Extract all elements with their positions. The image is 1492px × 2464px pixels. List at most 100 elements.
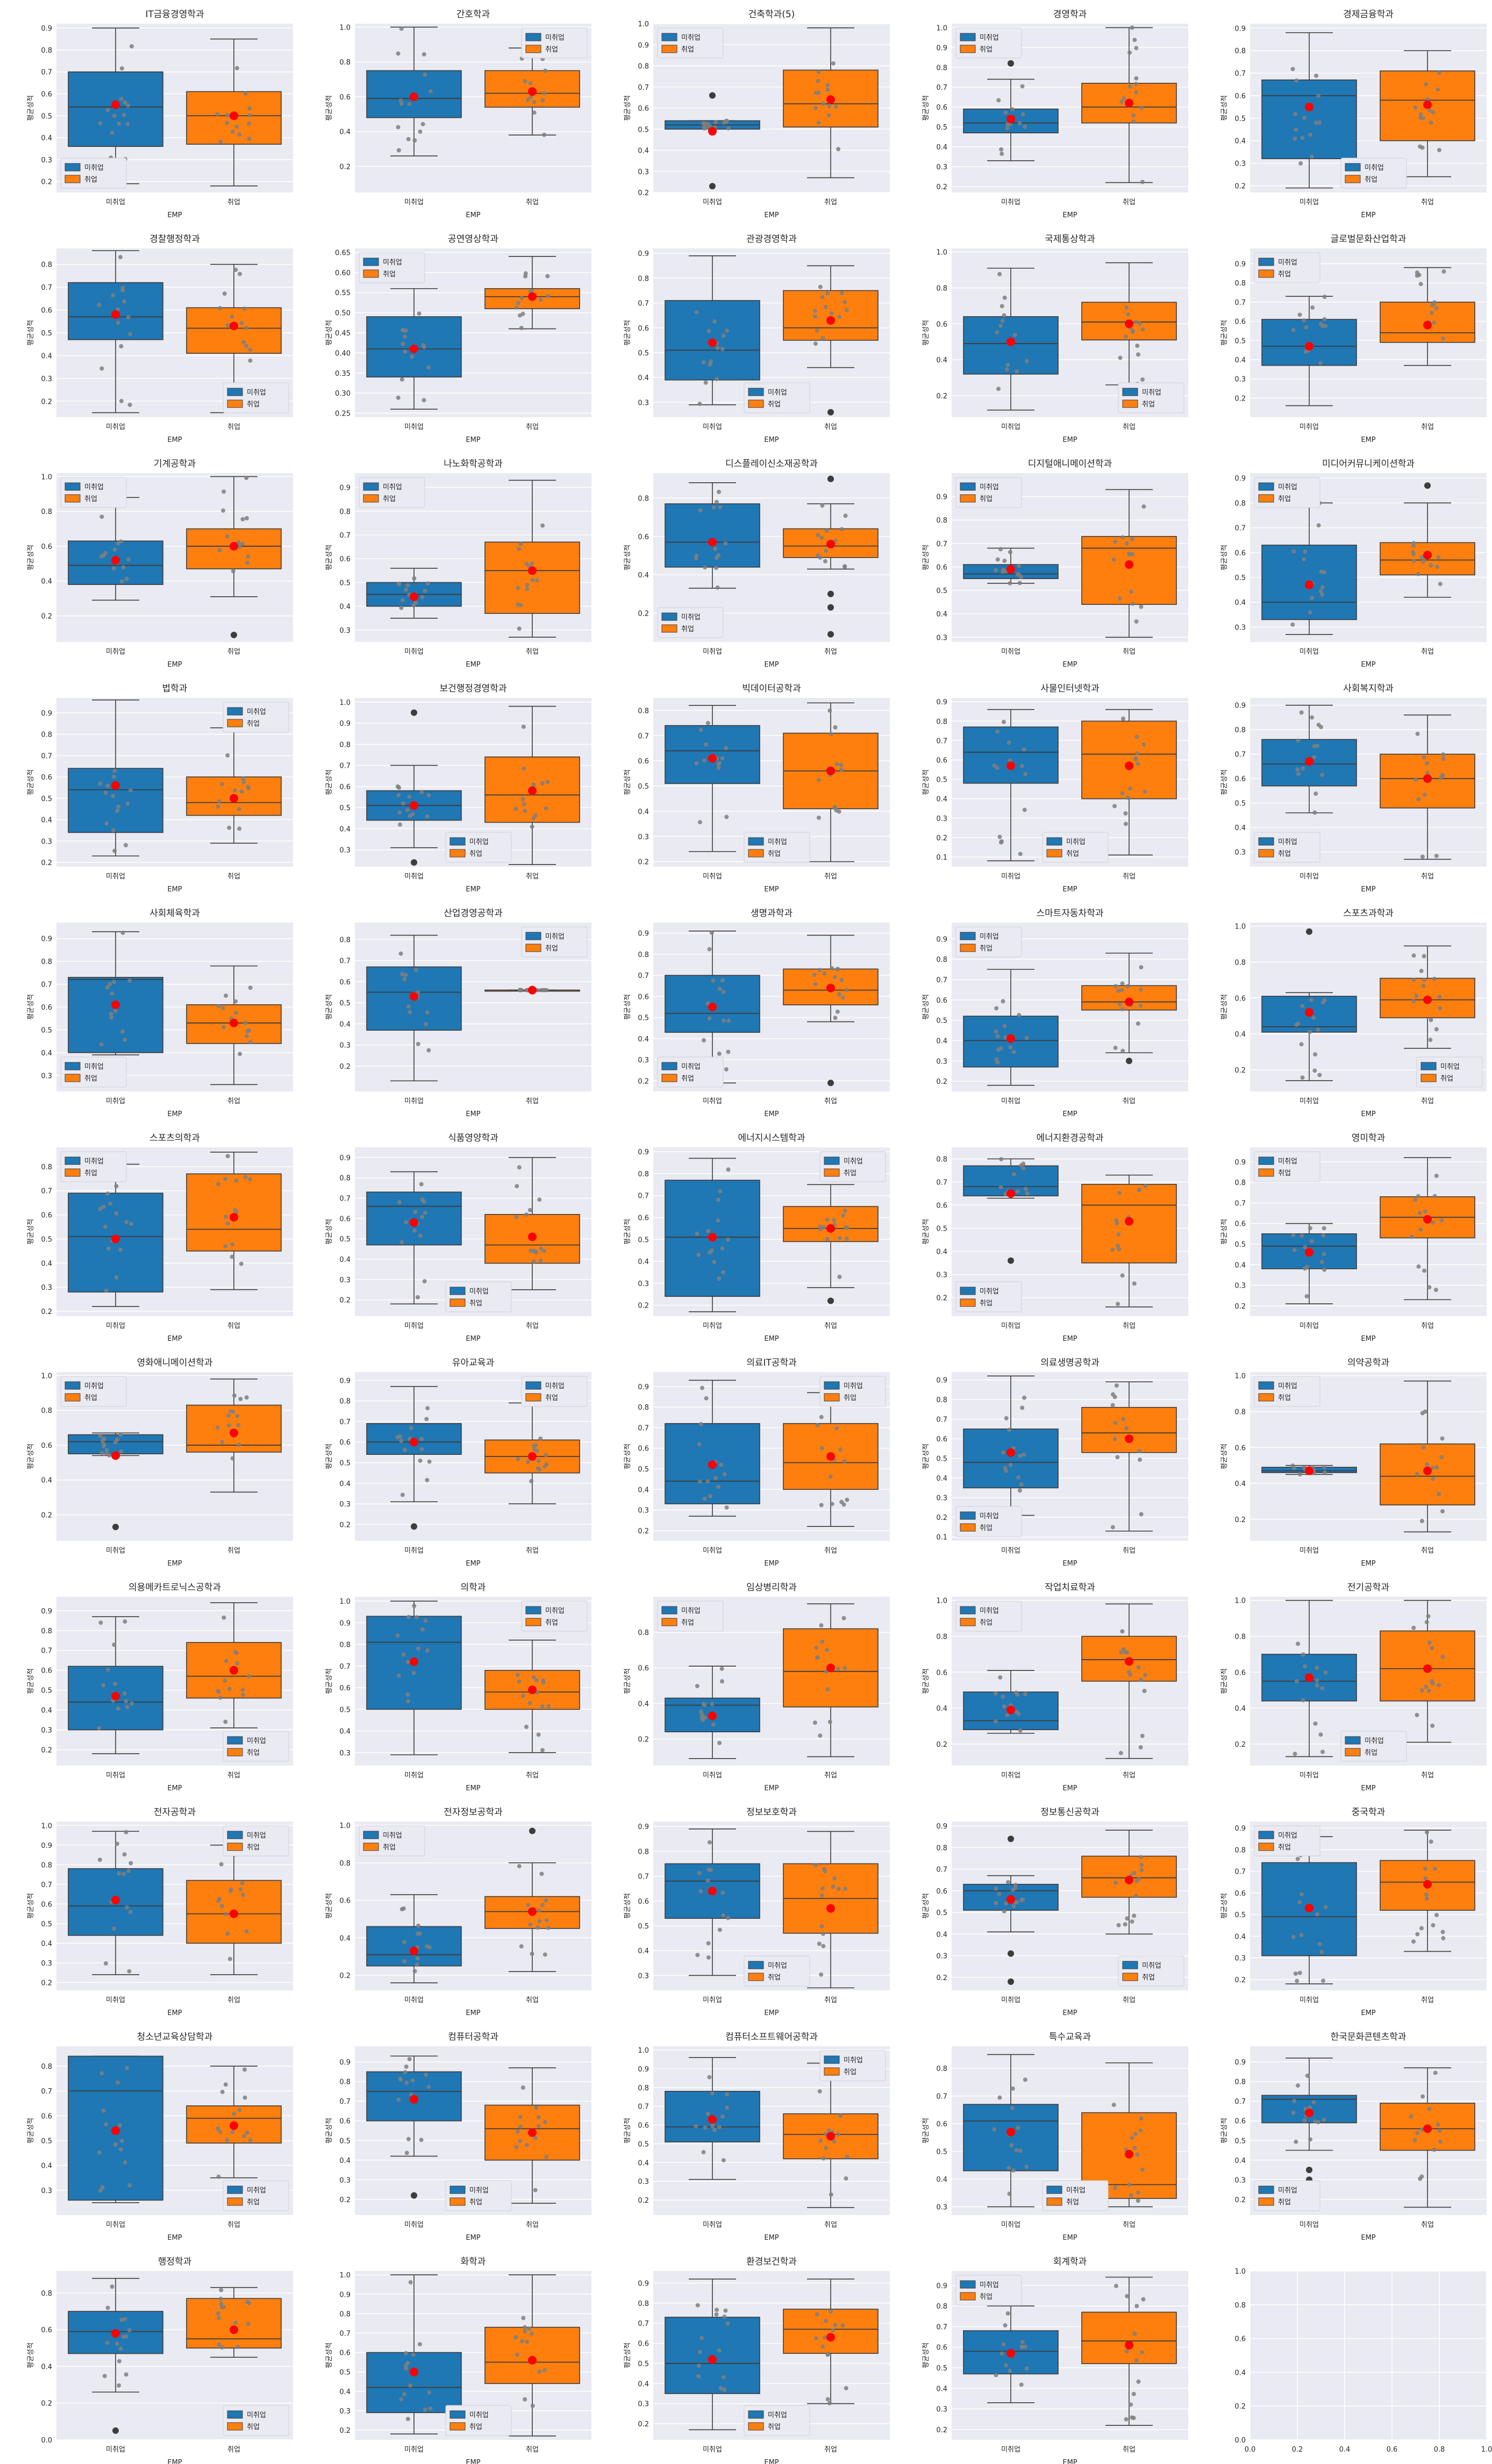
mean-marker (1006, 1189, 1015, 1198)
box-employed (186, 1152, 282, 1290)
swarm-point (1017, 1013, 1022, 1018)
swarm-point (706, 328, 711, 333)
box-employed (484, 1402, 580, 1504)
legend-swatch-employed (824, 1168, 840, 1177)
swarm-point (105, 2340, 110, 2345)
y-tick-label: 0.4 (339, 128, 351, 137)
subplot-36: 의용메카트로닉스공학과0.20.30.40.50.60.70.80.9평균성적미… (27, 1582, 293, 1792)
swarm-point (120, 288, 125, 292)
y-tick-label: 0.2 (41, 1308, 52, 1316)
swarm-point (1002, 1024, 1007, 1029)
subplot-10: 글로벌문화산업학과0.20.30.40.50.60.70.80.9평균성적미취업… (1220, 234, 1487, 444)
swarm-point (998, 1675, 1003, 1680)
y-tick-label: 0.2 (638, 610, 649, 618)
y-axis-label: 평균성적 (624, 2118, 632, 2144)
subplot-title: 건축학과(5) (748, 9, 795, 20)
swarm-point (216, 2174, 221, 2179)
x-axis-label: EMP (764, 1560, 779, 1568)
swarm-point (223, 1176, 228, 1181)
x-tick-label: 미취업 (703, 873, 722, 881)
swarm-point (1411, 977, 1416, 982)
swarm-point (724, 1067, 729, 1072)
y-tick-label: 0.7 (638, 732, 649, 740)
box-unemployed (1261, 1599, 1357, 1758)
swarm-point (995, 729, 1000, 734)
legend-swatch-unemployed (227, 2186, 243, 2194)
legend-label: 취업 (247, 2423, 260, 2431)
swarm-point (1413, 1197, 1418, 1202)
box-employed (484, 705, 580, 865)
y-axis-label: 평균성적 (27, 769, 35, 795)
mean-marker (826, 1904, 835, 1913)
y-tick-label: 0.3 (936, 1058, 947, 1066)
iqr-box (366, 2352, 462, 2413)
y-tick-label: 0.5 (1234, 337, 1246, 345)
swarm-point (1320, 1979, 1325, 1983)
swarm-point (541, 988, 546, 992)
swarm-point (242, 306, 247, 311)
swarm-point (540, 523, 545, 528)
swarm-point (533, 2136, 538, 2140)
swarm-point (1437, 70, 1441, 75)
swarm-point (839, 767, 844, 772)
y-tick-label: 0.4 (41, 1940, 52, 1948)
box-employed (1081, 1381, 1177, 1532)
y-tick-label: 0.4 (936, 1037, 947, 1045)
legend-swatch-unemployed (227, 388, 243, 396)
swarm-point (1140, 377, 1145, 382)
swarm-point (230, 1456, 235, 1461)
swarm-point (707, 947, 712, 952)
swarm-point (220, 1439, 225, 1444)
y-axis-label: 평균성적 (624, 95, 632, 121)
swarm-point (1433, 2070, 1438, 2075)
swarm-point (1438, 776, 1443, 781)
swarm-point (216, 1898, 221, 1903)
swarm-point (120, 1029, 125, 1034)
swarm-point (125, 122, 130, 126)
y-axis-label: 평균성적 (922, 1668, 930, 1694)
swarm-point (1413, 105, 1418, 110)
swarm-point (421, 343, 426, 348)
box-employed (1380, 50, 1475, 177)
legend-label: 미취업 (1440, 1063, 1460, 1071)
swarm-point (519, 296, 524, 301)
box-employed (783, 934, 879, 1087)
legend-label: 취업 (844, 1394, 856, 1402)
swarm-point (97, 1858, 102, 1862)
y-tick-label: 0.6 (339, 2118, 351, 2126)
swarm-point (1133, 2132, 1138, 2137)
swarm-point (1297, 312, 1302, 317)
swarm-point (697, 2349, 702, 2354)
swarm-point (834, 762, 839, 767)
x-tick-label: 미취업 (404, 2446, 424, 2454)
swarm-point (1415, 2131, 1420, 2136)
swarm-point (701, 360, 706, 365)
outlier-point (827, 475, 834, 482)
swarm-point (843, 564, 847, 569)
swarm-point (401, 1906, 406, 1911)
y-tick-label: 0.4 (41, 1477, 52, 1485)
swarm-point (825, 1687, 830, 1692)
mean-marker (410, 344, 418, 353)
legend-label: 취업 (980, 1524, 993, 1532)
y-axis-label: 평균성적 (325, 1219, 333, 1245)
subplot-title: 작업치료학과 (1045, 1582, 1095, 1593)
swarm-point (1016, 2125, 1020, 2130)
swarm-point (726, 1237, 731, 1242)
outlier-point (411, 2192, 417, 2199)
y-tick-label: 0.4 (1234, 824, 1246, 832)
mean-marker (528, 2356, 537, 2365)
swarm-point (1308, 1030, 1312, 1034)
plot-area (1250, 2271, 1487, 2440)
swarm-point (407, 2056, 412, 2061)
swarm-point (117, 2123, 122, 2128)
swarm-point (527, 1208, 532, 1212)
box-employed (484, 985, 580, 995)
y-tick-label: 0.7 (41, 284, 52, 292)
swarm-point (398, 2076, 403, 2081)
swarm-point (1116, 1923, 1121, 1927)
